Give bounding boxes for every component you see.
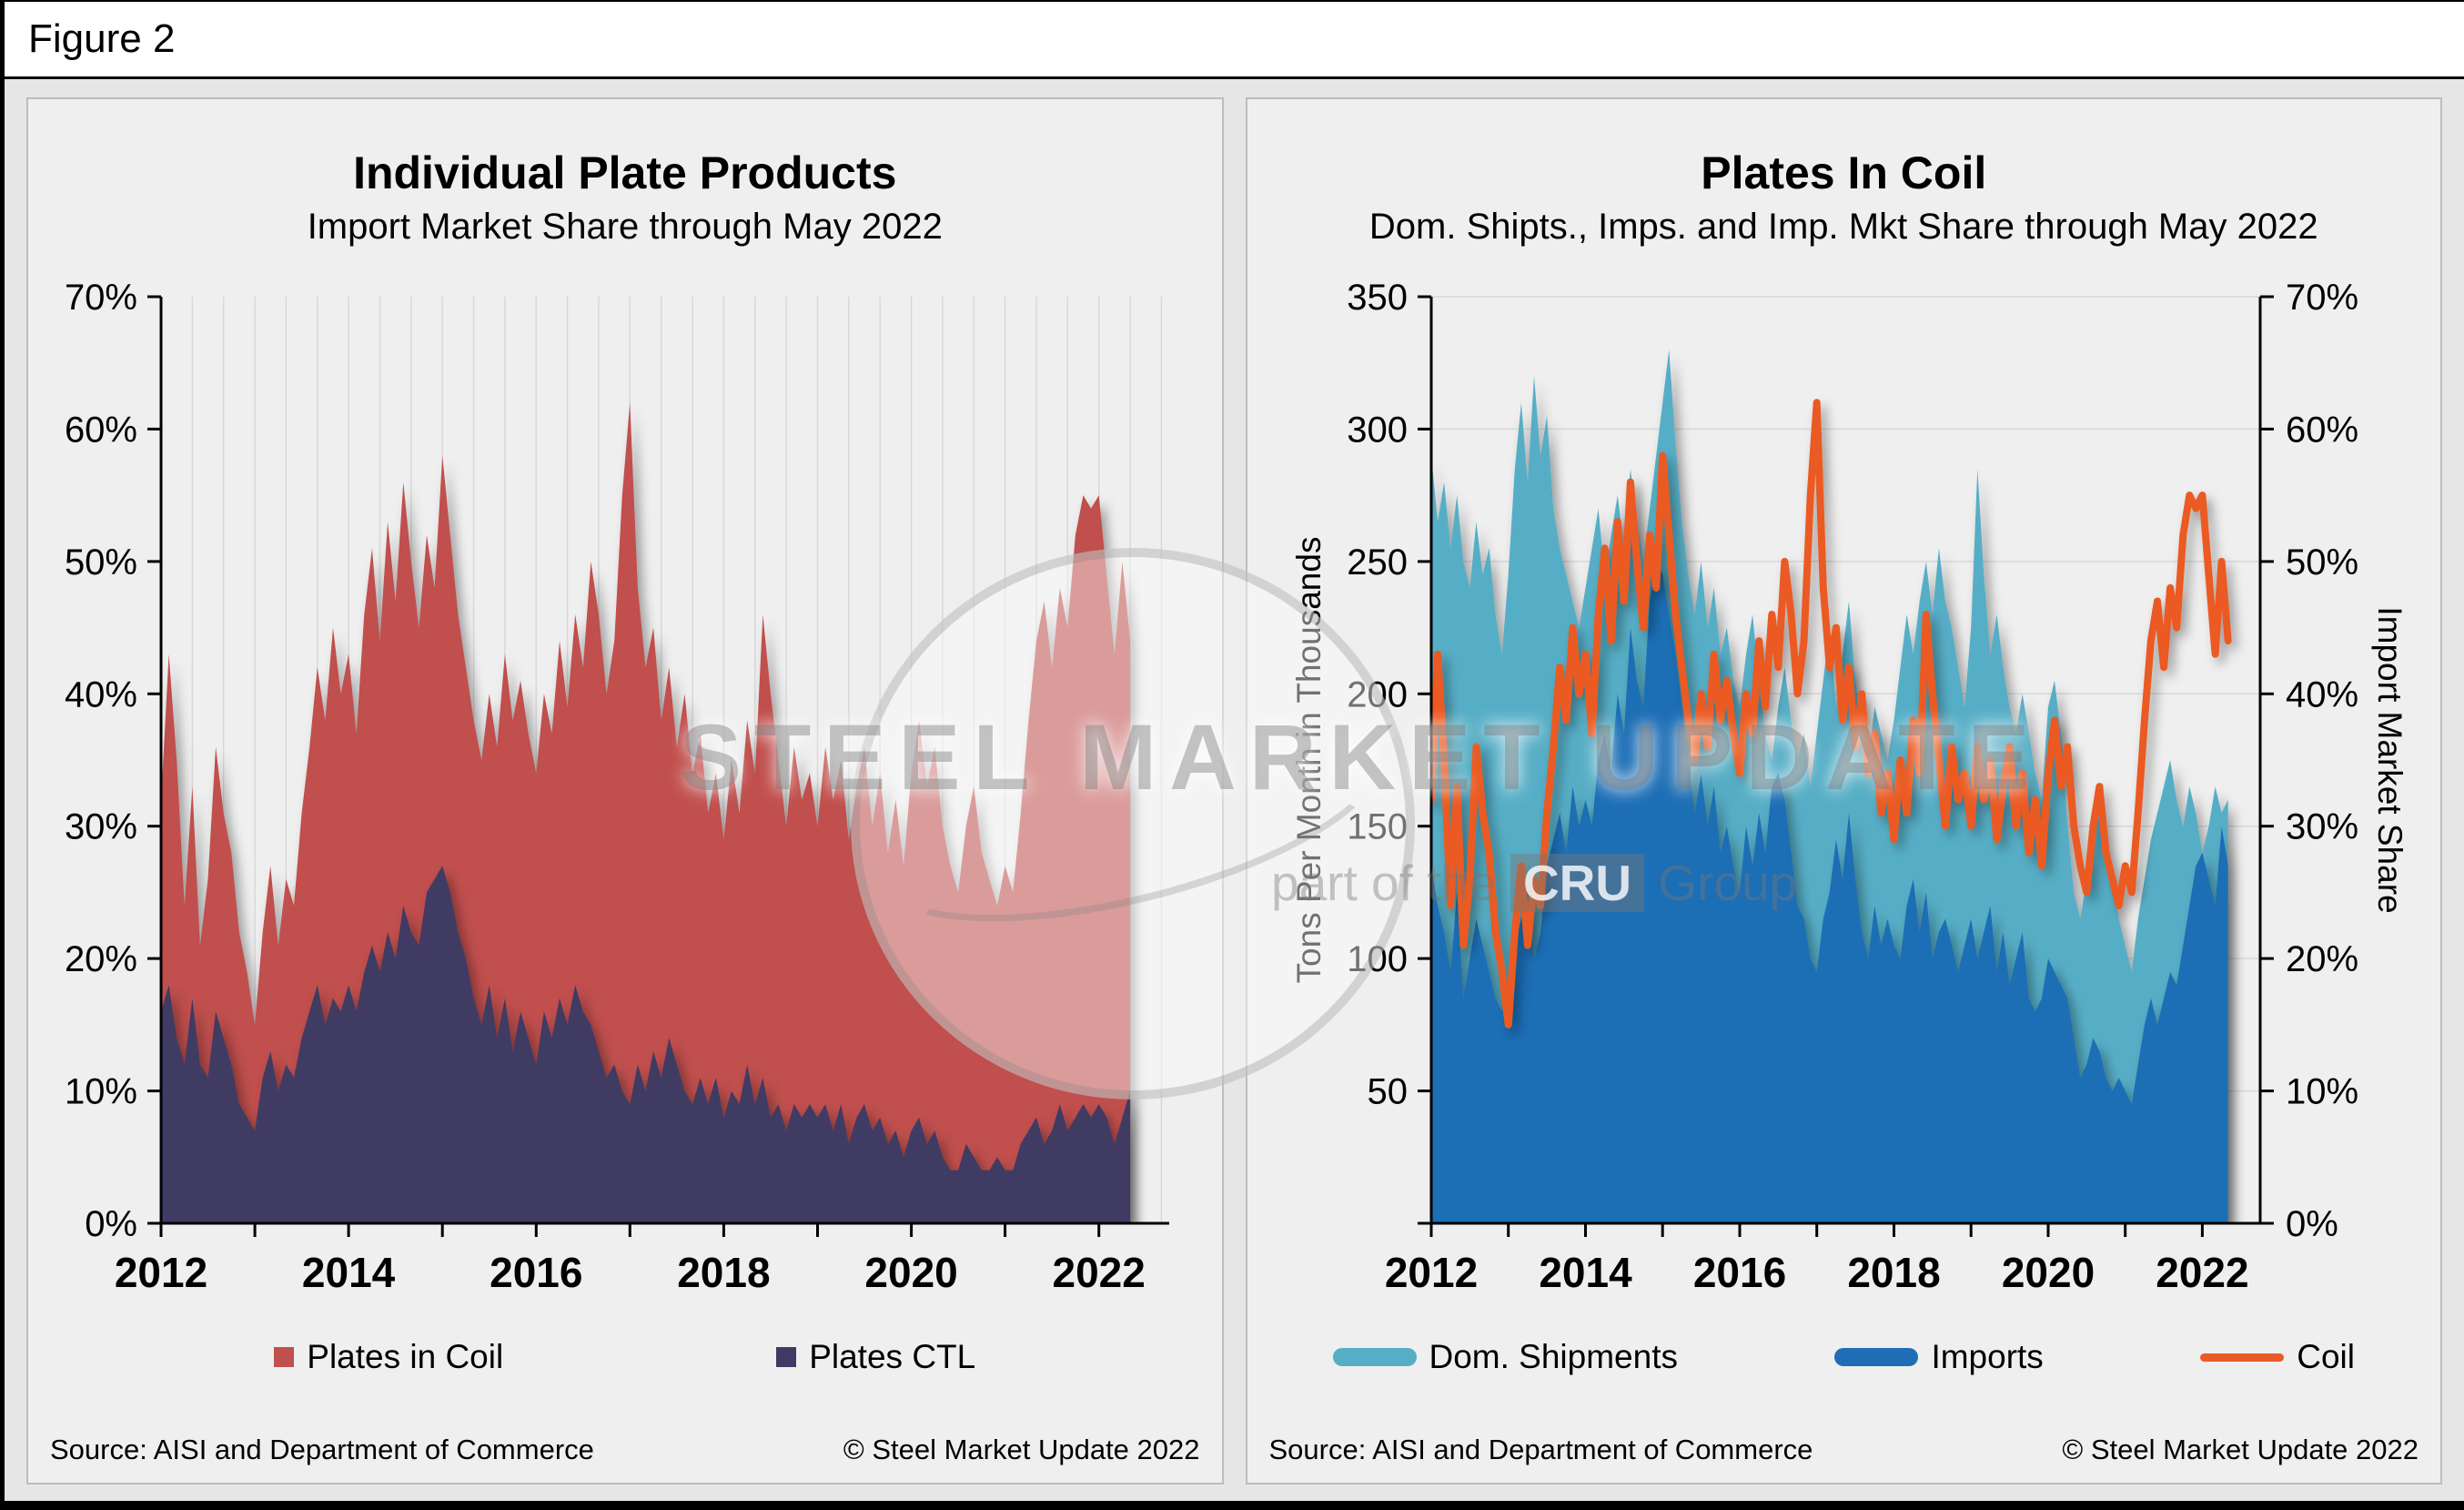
legend-swatch-icon bbox=[1834, 1348, 1919, 1366]
svg-text:50: 50 bbox=[1368, 1072, 1409, 1112]
svg-text:30%: 30% bbox=[65, 807, 137, 847]
svg-text:200: 200 bbox=[1348, 674, 1409, 714]
legend-item-plates-ctl: Plates CTL bbox=[776, 1338, 975, 1376]
legend-item-dom-shipments: Dom. Shipments bbox=[1332, 1338, 1679, 1376]
legend-swatch-icon bbox=[776, 1347, 797, 1367]
svg-text:2016: 2016 bbox=[490, 1249, 582, 1296]
svg-text:2014: 2014 bbox=[302, 1249, 396, 1296]
legend: Dom. Shipments Imports Coil bbox=[1269, 1338, 2419, 1376]
svg-text:2018: 2018 bbox=[1848, 1249, 1941, 1296]
svg-text:2014: 2014 bbox=[1540, 1249, 1633, 1296]
chart-title: Plates In Coil bbox=[1701, 147, 1987, 198]
svg-text:Import Market Share: Import Market Share bbox=[2371, 606, 2408, 913]
svg-text:150: 150 bbox=[1348, 807, 1409, 847]
chart-subtitle: Dom. Shipts., Imps. and Imp. Mkt Share t… bbox=[1368, 207, 2318, 247]
svg-text:2020: 2020 bbox=[2002, 1249, 2095, 1296]
svg-text:30%: 30% bbox=[2286, 807, 2358, 847]
svg-text:20%: 20% bbox=[65, 939, 137, 979]
svg-text:40%: 40% bbox=[65, 674, 137, 714]
legend-label: Imports bbox=[1931, 1338, 2044, 1375]
svg-text:10%: 10% bbox=[65, 1072, 137, 1112]
svg-text:350: 350 bbox=[1348, 279, 1409, 318]
svg-text:50%: 50% bbox=[65, 542, 137, 583]
svg-text:60%: 60% bbox=[65, 410, 137, 450]
panel-footer: Source: AISI and Department of Commerce … bbox=[50, 1423, 1200, 1466]
svg-text:2012: 2012 bbox=[115, 1249, 207, 1296]
svg-text:2022: 2022 bbox=[2156, 1249, 2248, 1296]
legend-label: Plates CTL bbox=[809, 1338, 976, 1375]
figure-header: Figure 2 bbox=[5, 2, 2464, 79]
panel-individual-plate-products: Individual Plate Products Import Market … bbox=[26, 97, 1224, 1485]
svg-text:0%: 0% bbox=[85, 1204, 137, 1244]
plates-in-coil-chart: 50 100 150 200 250 300 350 0% 10% 20% 30% 40% 50% 60%… bbox=[1290, 279, 2408, 1296]
legend-label: Plates in Coil bbox=[307, 1338, 504, 1375]
svg-text:Tons Per Month in Thousands: Tons Per Month in Thousands bbox=[1290, 537, 1328, 984]
legend-item-coil: Coil bbox=[2200, 1338, 2355, 1376]
svg-text:60%: 60% bbox=[2286, 410, 2358, 450]
svg-text:2020: 2020 bbox=[864, 1249, 957, 1296]
svg-text:70%: 70% bbox=[2286, 279, 2358, 318]
svg-text:10%: 10% bbox=[2286, 1072, 2358, 1112]
chart-title: Individual Plate Products bbox=[353, 147, 897, 198]
panel-plates-in-coil: Plates In Coil Dom. Shipts., Imps. and I… bbox=[1245, 97, 2442, 1485]
svg-text:2022: 2022 bbox=[1052, 1249, 1145, 1296]
legend-label: Dom. Shipments bbox=[1429, 1338, 1679, 1375]
source-note: Source: AISI and Department of Commerce bbox=[1268, 1434, 1813, 1465]
svg-text:50%: 50% bbox=[2286, 542, 2358, 583]
svg-text:300: 300 bbox=[1348, 410, 1409, 450]
chart-subtitle: Import Market Share through May 2022 bbox=[307, 207, 943, 247]
legend: Plates in Coil Plates CTL bbox=[50, 1338, 1200, 1376]
legend-swatch-icon bbox=[2200, 1353, 2285, 1362]
svg-text:40%: 40% bbox=[2286, 674, 2358, 714]
legend-swatch-icon bbox=[1332, 1348, 1417, 1366]
legend-item-plates-in-coil: Plates in Coil bbox=[274, 1338, 503, 1376]
svg-text:0%: 0% bbox=[2286, 1204, 2338, 1244]
figure-label: Figure 2 bbox=[28, 16, 176, 61]
individual-plate-products-chart: 0% 10% 20% 30% 40% 50% 60% 70% 2012 2014 2016 2018 2… bbox=[65, 279, 1169, 1296]
svg-text:2012: 2012 bbox=[1385, 1249, 1478, 1296]
svg-text:2016: 2016 bbox=[1693, 1249, 1786, 1296]
panel-footer: Source: AISI and Department of Commerce … bbox=[1269, 1423, 2419, 1466]
svg-text:70%: 70% bbox=[65, 279, 137, 318]
svg-text:250: 250 bbox=[1348, 542, 1409, 583]
svg-text:100: 100 bbox=[1348, 939, 1409, 979]
legend-item-imports: Imports bbox=[1834, 1338, 2044, 1376]
figure-body: Individual Plate Products Import Market … bbox=[5, 79, 2464, 1501]
copyright-note: © Steel Market Update 2022 bbox=[843, 1434, 1200, 1465]
source-note: Source: AISI and Department of Commerce bbox=[50, 1434, 594, 1465]
svg-text:20%: 20% bbox=[2286, 939, 2358, 979]
svg-text:2018: 2018 bbox=[677, 1249, 770, 1296]
copyright-note: © Steel Market Update 2022 bbox=[2062, 1434, 2419, 1465]
legend-label: Coil bbox=[2297, 1338, 2355, 1375]
legend-swatch-icon bbox=[274, 1347, 295, 1367]
